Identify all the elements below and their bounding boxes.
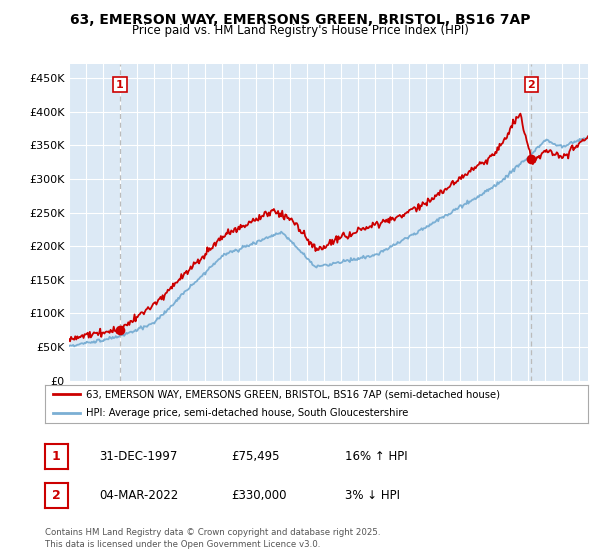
Text: £330,000: £330,000 <box>231 489 287 502</box>
Text: £75,495: £75,495 <box>231 450 280 463</box>
Text: 1: 1 <box>116 80 124 90</box>
Text: 63, EMERSON WAY, EMERSONS GREEN, BRISTOL, BS16 7AP (semi-detached house): 63, EMERSON WAY, EMERSONS GREEN, BRISTOL… <box>86 389 500 399</box>
Text: 2: 2 <box>52 489 61 502</box>
Text: 63, EMERSON WAY, EMERSONS GREEN, BRISTOL, BS16 7AP: 63, EMERSON WAY, EMERSONS GREEN, BRISTOL… <box>70 13 530 27</box>
Text: Price paid vs. HM Land Registry's House Price Index (HPI): Price paid vs. HM Land Registry's House … <box>131 24 469 38</box>
Text: 1: 1 <box>52 450 61 463</box>
Text: 16% ↑ HPI: 16% ↑ HPI <box>345 450 407 463</box>
Text: HPI: Average price, semi-detached house, South Gloucestershire: HPI: Average price, semi-detached house,… <box>86 408 408 418</box>
Text: Contains HM Land Registry data © Crown copyright and database right 2025.
This d: Contains HM Land Registry data © Crown c… <box>45 528 380 549</box>
Text: 3% ↓ HPI: 3% ↓ HPI <box>345 489 400 502</box>
Text: 31-DEC-1997: 31-DEC-1997 <box>99 450 178 463</box>
Text: 04-MAR-2022: 04-MAR-2022 <box>99 489 178 502</box>
Text: 2: 2 <box>527 80 535 90</box>
